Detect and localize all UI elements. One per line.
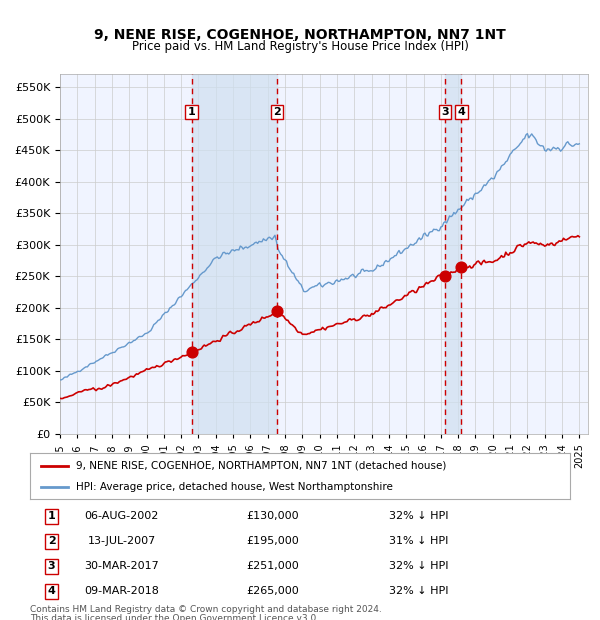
Text: Price paid vs. HM Land Registry's House Price Index (HPI): Price paid vs. HM Land Registry's House … [131,40,469,53]
Text: 9, NENE RISE, COGENHOE, NORTHAMPTON, NN7 1NT: 9, NENE RISE, COGENHOE, NORTHAMPTON, NN7… [94,28,506,42]
Point [272,306,282,316]
Text: 30-MAR-2017: 30-MAR-2017 [85,561,159,572]
Point [440,271,450,281]
Text: £130,000: £130,000 [247,512,299,521]
Text: 06-AUG-2002: 06-AUG-2002 [85,512,159,521]
Text: Contains HM Land Registry data © Crown copyright and database right 2024.: Contains HM Land Registry data © Crown c… [30,604,382,614]
Text: This data is licensed under the Open Government Licence v3.0.: This data is licensed under the Open Gov… [30,614,319,620]
Text: 32% ↓ HPI: 32% ↓ HPI [389,561,449,572]
Text: £195,000: £195,000 [247,536,299,546]
Text: 9, NENE RISE, COGENHOE, NORTHAMPTON, NN7 1NT (detached house): 9, NENE RISE, COGENHOE, NORTHAMPTON, NN7… [76,461,446,471]
Text: 2: 2 [273,107,281,117]
Text: 32% ↓ HPI: 32% ↓ HPI [389,587,449,596]
Text: 1: 1 [188,107,196,117]
Text: 4: 4 [47,587,56,596]
Text: 32% ↓ HPI: 32% ↓ HPI [389,512,449,521]
Text: 3: 3 [441,107,449,117]
Text: 1: 1 [48,512,55,521]
Bar [191,74,277,434]
Text: 4: 4 [458,107,466,117]
Text: 31% ↓ HPI: 31% ↓ HPI [389,536,448,546]
Point [457,262,466,272]
Text: 3: 3 [48,561,55,572]
Text: £265,000: £265,000 [247,587,299,596]
Text: 13-JUL-2007: 13-JUL-2007 [88,536,156,546]
Text: HPI: Average price, detached house, West Northamptonshire: HPI: Average price, detached house, West… [76,482,393,492]
Text: 09-MAR-2018: 09-MAR-2018 [85,587,159,596]
Text: £251,000: £251,000 [247,561,299,572]
Point [187,347,196,357]
Bar [445,74,461,434]
Text: 2: 2 [48,536,55,546]
